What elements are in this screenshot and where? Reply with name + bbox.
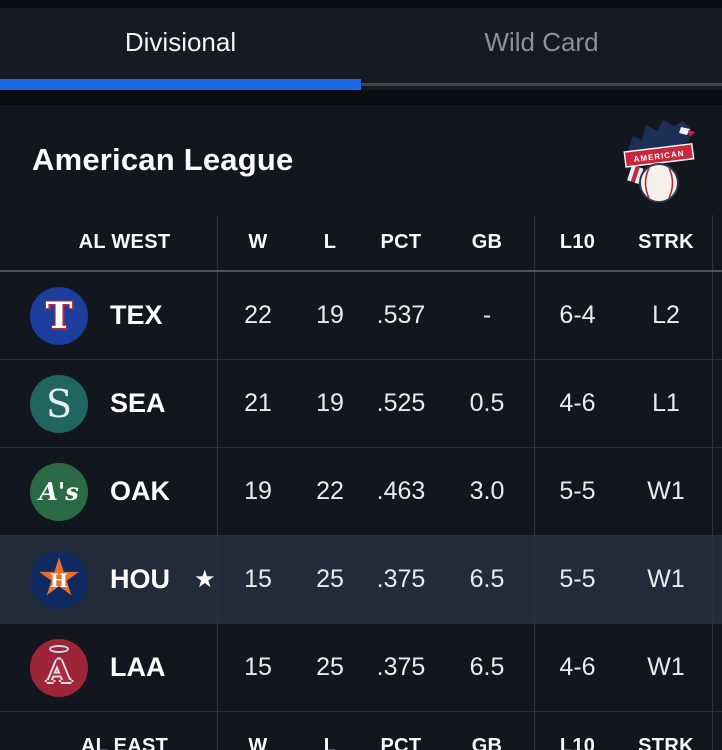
stat-l10: 4-6	[559, 389, 596, 417]
table-row-tex[interactable]: T TEX 22 19 .537 - 6-4 L2	[0, 272, 722, 360]
team-logo-angels: A	[30, 638, 88, 697]
halo-icon	[49, 644, 69, 653]
team-abbr: HOU	[110, 564, 170, 594]
stat-overflow	[713, 272, 722, 359]
team-cell: ★ H HOU ★	[0, 536, 218, 623]
stat-gb: 3.0	[440, 448, 535, 535]
team-cell: S SEA	[0, 360, 218, 447]
col-header-l: L	[323, 231, 337, 253]
team-cell: A LAA	[0, 624, 218, 711]
col-header-pct: PCT	[380, 734, 422, 750]
team-cell: A's OAK	[0, 448, 218, 535]
team-logo-athletics: A's	[30, 462, 88, 521]
table-row-oak[interactable]: A's OAK 19 22 .463 3.0 5-5 W1	[0, 448, 722, 536]
team-abbr: SEA	[110, 388, 166, 418]
stat-overflow	[713, 360, 722, 447]
stat-w: 19	[244, 477, 272, 505]
stat-pct: .463	[376, 477, 426, 505]
team-abbr: TEX	[110, 300, 163, 330]
standings-tab-bar: Divisional Wild Card	[0, 8, 722, 90]
stat-l10: 5-5	[559, 477, 596, 505]
team-cell: T TEX	[0, 272, 218, 359]
col-header-gb: GB	[440, 215, 535, 270]
table-header-al-west: AL WEST W L PCT GB L10 STRK	[0, 215, 722, 272]
logo-letter: A's	[39, 477, 79, 506]
stat-w: 21	[244, 389, 272, 417]
col-header-l10: L10	[559, 231, 596, 253]
logo-letter: H	[50, 570, 68, 593]
stat-overflow	[713, 448, 722, 535]
col-header-l: L	[323, 734, 337, 750]
table-header-al-east: AL EAST W L PCT GB L10 STRK	[0, 712, 722, 750]
col-header-pct: PCT	[380, 231, 422, 253]
tail-feathers	[627, 165, 644, 184]
american-league-section: American League AMERICAN	[0, 105, 722, 750]
col-header-l10: L10	[559, 734, 596, 750]
stat-strk: W1	[620, 624, 713, 711]
tab-divisional[interactable]: Divisional	[124, 26, 237, 57]
stat-gb: -	[440, 272, 535, 359]
tab-bar-divider	[361, 83, 722, 86]
favorite-star-icon: ★	[194, 566, 216, 593]
logo-letter: T	[45, 294, 73, 337]
tab-wild-card[interactable]: Wild Card	[484, 26, 599, 57]
stat-pct: .525	[376, 389, 426, 417]
logo-letter: A	[46, 653, 72, 690]
stat-w: 15	[244, 565, 272, 593]
stat-gb: 6.5	[440, 624, 535, 711]
stat-pct: .375	[376, 565, 426, 593]
stat-strk: W1	[620, 536, 713, 623]
col-header-gb: GB	[440, 712, 535, 750]
stat-pct: .375	[376, 653, 426, 681]
table-row-hou-selected[interactable]: ★ H HOU ★ 15 25 .375 6.5 5-5 W1	[0, 536, 722, 624]
col-header-overflow	[713, 215, 722, 270]
astros-star-icon: ★	[35, 550, 83, 607]
stat-strk: L1	[620, 360, 713, 447]
stat-l10: 6-4	[559, 301, 596, 329]
stat-strk: L2	[620, 272, 713, 359]
stat-w: 15	[244, 653, 272, 681]
table-row-sea[interactable]: S SEA 21 19 .525 0.5 4-6 L1	[0, 360, 722, 448]
col-header-strk: STRK	[620, 712, 713, 750]
stat-l: 22	[316, 477, 344, 505]
division-label: AL EAST	[0, 712, 218, 750]
stat-l: 19	[316, 389, 344, 417]
col-header-overflow	[713, 712, 722, 750]
stat-overflow	[713, 624, 722, 711]
stat-overflow	[713, 536, 722, 623]
team-logo-astros: ★ H	[30, 550, 88, 609]
col-header-strk: STRK	[620, 215, 713, 270]
banner: AMERICAN	[623, 142, 695, 168]
baseball-icon	[639, 163, 679, 203]
american-league-logo: AMERICAN	[623, 120, 695, 203]
logo-letter: S	[45, 381, 73, 426]
active-tab-underline	[0, 79, 361, 90]
stat-l10: 4-6	[559, 653, 596, 681]
stat-l10: 5-5	[559, 565, 596, 593]
team-abbr: LAA	[110, 652, 166, 682]
stat-l: 25	[316, 565, 344, 593]
stat-gb: 0.5	[440, 360, 535, 447]
col-header-w: W	[248, 734, 268, 750]
team-logo-rangers: T	[30, 286, 88, 345]
stat-strk: W1	[620, 448, 713, 535]
stat-l: 25	[316, 653, 344, 681]
stat-pct: .537	[376, 301, 426, 329]
team-logo-mariners: S	[30, 374, 88, 433]
stat-l: 19	[316, 301, 344, 329]
league-header: American League AMERICAN	[0, 105, 722, 215]
division-label: AL WEST	[0, 215, 218, 270]
stat-w: 22	[244, 301, 272, 329]
table-row-laa[interactable]: A LAA 15 25 .375 6.5 4-6 W1	[0, 624, 722, 712]
team-abbr: OAK	[110, 476, 170, 506]
stat-gb: 6.5	[440, 536, 535, 623]
col-header-w: W	[248, 231, 268, 253]
league-title: American League	[32, 142, 294, 177]
